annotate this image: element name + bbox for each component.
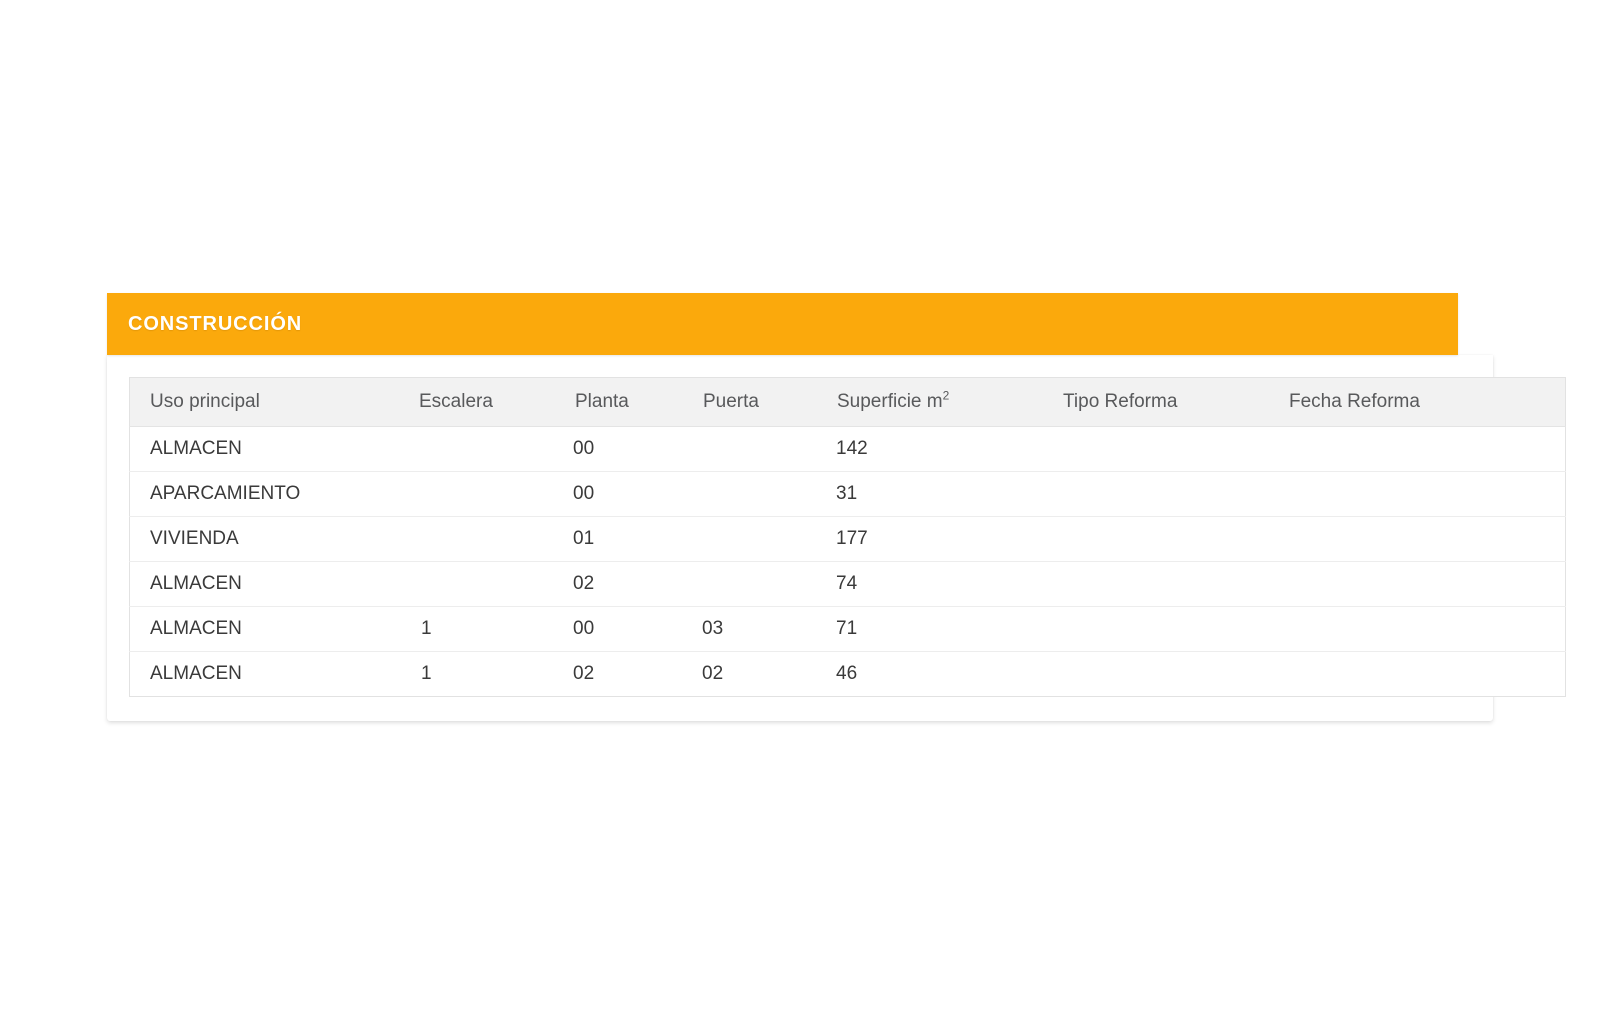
cell-escalera: 1 xyxy=(405,606,562,652)
table-row[interactable]: ALMACEN 00 142 xyxy=(129,426,1566,472)
cell-puerta xyxy=(690,516,823,562)
column-header-uso-principal-label: Uso principal xyxy=(150,391,260,412)
column-header-uso-principal[interactable]: Uso principal xyxy=(129,377,405,427)
table-row[interactable]: ALMACEN 02 74 xyxy=(129,561,1566,607)
table-header-row: Uso principal Escalera Planta Puerta Sup… xyxy=(129,377,1566,427)
cell-superficie: 142 xyxy=(823,426,1050,472)
cell-uso: APARCAMIENTO xyxy=(129,471,405,517)
cell-planta: 00 xyxy=(562,606,690,652)
cell-fecha xyxy=(1276,606,1566,652)
table-row[interactable]: VIVIENDA 01 177 xyxy=(129,516,1566,562)
cell-superficie: 31 xyxy=(823,471,1050,517)
table-row[interactable]: ALMACEN 1 02 02 46 xyxy=(129,651,1566,697)
column-header-superficie[interactable]: Superficie m2 xyxy=(823,377,1050,427)
cell-escalera: 1 xyxy=(405,651,562,697)
column-header-tipo-reforma-label: Tipo Reforma xyxy=(1063,391,1178,412)
cell-puerta: 02 xyxy=(690,651,823,697)
cell-tipo xyxy=(1050,426,1276,472)
cell-fecha xyxy=(1276,561,1566,607)
column-header-escalera-label: Escalera xyxy=(419,391,493,412)
cell-fecha xyxy=(1276,426,1566,472)
column-header-planta[interactable]: Planta xyxy=(562,377,690,427)
cell-puerta xyxy=(690,561,823,607)
section-header: CONSTRUCCIÓN xyxy=(107,293,1458,355)
cell-planta: 01 xyxy=(562,516,690,562)
cell-uso: ALMACEN xyxy=(129,561,405,607)
cell-uso: ALMACEN xyxy=(129,426,405,472)
cell-uso: VIVIENDA xyxy=(129,516,405,562)
cell-fecha xyxy=(1276,516,1566,562)
table-row[interactable]: APARCAMIENTO 00 31 xyxy=(129,471,1566,517)
cell-planta: 02 xyxy=(562,651,690,697)
column-header-superficie-label: Superficie m xyxy=(837,391,943,412)
cell-puerta: 03 xyxy=(690,606,823,652)
section-title: CONSTRUCCIÓN xyxy=(128,312,303,335)
cell-puerta xyxy=(690,426,823,472)
cell-escalera xyxy=(405,561,562,607)
column-header-fecha-reforma-label: Fecha Reforma xyxy=(1289,391,1420,412)
column-header-puerta-label: Puerta xyxy=(703,391,759,412)
superficie-unit-exponent: 2 xyxy=(942,388,950,403)
cell-escalera xyxy=(405,426,562,472)
cell-planta: 00 xyxy=(562,471,690,517)
column-header-escalera[interactable]: Escalera xyxy=(405,377,562,427)
cell-fecha xyxy=(1276,471,1566,517)
column-header-fecha-reforma[interactable]: Fecha Reforma xyxy=(1276,377,1566,427)
cell-tipo xyxy=(1050,561,1276,607)
cell-escalera xyxy=(405,516,562,562)
cell-puerta xyxy=(690,471,823,517)
column-header-tipo-reforma[interactable]: Tipo Reforma xyxy=(1050,377,1276,427)
cell-superficie: 46 xyxy=(823,651,1050,697)
cell-tipo xyxy=(1050,471,1276,517)
table-body: ALMACEN 00 142 APARCAMIENTO 00 31 VIVIENDA 01 17… xyxy=(129,426,1566,697)
cell-uso: ALMACEN xyxy=(129,651,405,697)
cell-tipo xyxy=(1050,651,1276,697)
cell-superficie: 177 xyxy=(823,516,1050,562)
card-body: Uso principal Escalera Planta Puerta Sup… xyxy=(107,355,1566,721)
cell-uso: ALMACEN xyxy=(129,606,405,652)
table-row[interactable]: ALMACEN 1 00 03 71 xyxy=(129,606,1566,652)
cell-planta: 02 xyxy=(562,561,690,607)
cell-superficie: 71 xyxy=(823,606,1050,652)
cell-fecha xyxy=(1276,651,1566,697)
construction-table: Uso principal Escalera Planta Puerta Sup… xyxy=(129,377,1566,697)
cell-tipo xyxy=(1050,606,1276,652)
cell-planta: 00 xyxy=(562,426,690,472)
table-head: Uso principal Escalera Planta Puerta Sup… xyxy=(129,377,1566,427)
cell-tipo xyxy=(1050,516,1276,562)
column-header-planta-label: Planta xyxy=(575,391,629,412)
cell-superficie: 74 xyxy=(823,561,1050,607)
cell-escalera xyxy=(405,471,562,517)
construction-panel: CONSTRUCCIÓN Uso principal Escalera Plan… xyxy=(107,293,1566,721)
column-header-puerta[interactable]: Puerta xyxy=(690,377,823,427)
